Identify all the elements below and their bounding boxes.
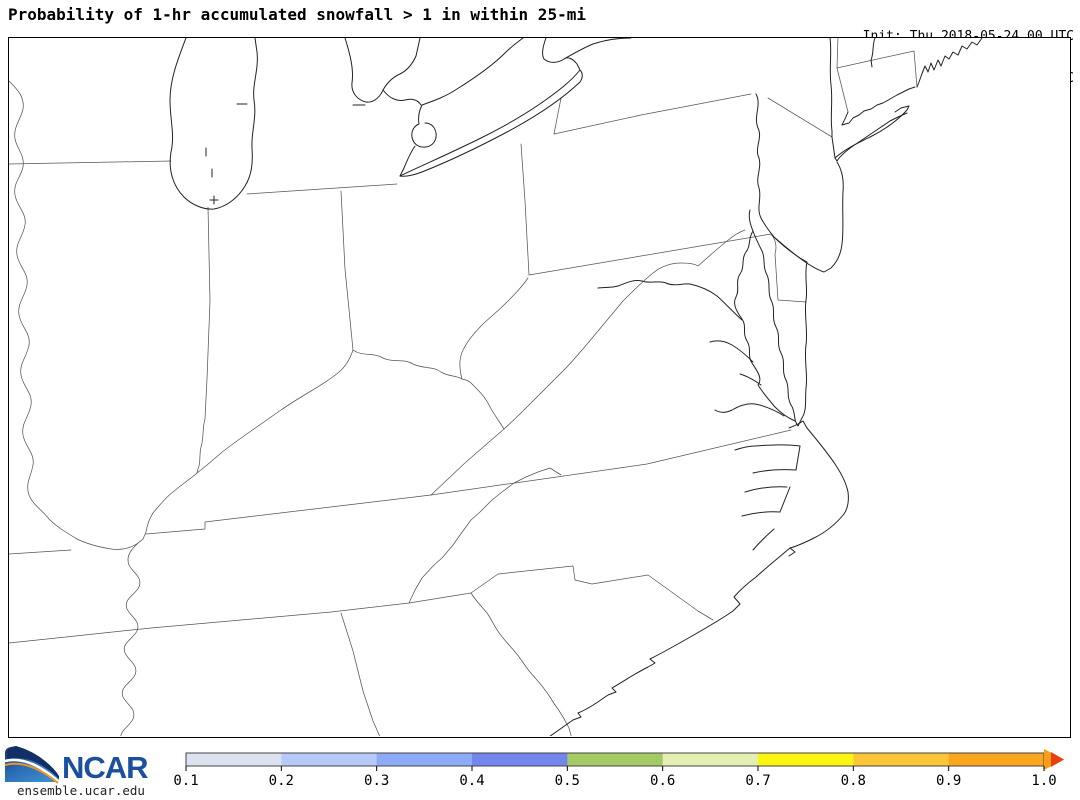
colorbar-segment [662, 753, 759, 766]
colorbar-segment [758, 753, 854, 766]
ncar-logo-text: NCAR [62, 750, 149, 785]
logo-navy-band [7, 746, 59, 779]
logo-white-arc [4, 758, 60, 783]
colorbar-tick-label: 0.4 [459, 773, 484, 789]
site-url-label: ensemble.ucar.edu [17, 783, 145, 798]
colorbar-segment [186, 753, 282, 766]
colorbar-tick-label: 0.1 [173, 773, 198, 789]
map-frame [8, 37, 1071, 738]
colorbar-tick-label: 0.9 [936, 773, 961, 789]
colorbar-arrow-tip [1051, 752, 1064, 767]
colorbar-tick-label: 0.8 [841, 773, 866, 789]
state-borders [9, 38, 918, 736]
colorbar-tick-label: 0.7 [745, 773, 770, 789]
colorbar-tick-label: 0.6 [650, 773, 675, 789]
colorbar-tick-label: 0.3 [364, 773, 389, 789]
ncar-logo [4, 746, 60, 784]
logo-orange-arc [4, 762, 59, 784]
colorbar-segment [948, 753, 1045, 766]
colorbar-tick-label: 0.5 [555, 773, 580, 789]
colorbar-segment [853, 753, 950, 766]
probability-colorbar: 0.1 0.2 0.3 0.4 0.5 0.6 0.7 0.8 0.9 1.0 [173, 749, 1064, 789]
colorbar-tick-label: 1.0 [1031, 773, 1056, 789]
page-title: Probability of 1-hr accumulated snowfall… [8, 5, 586, 24]
colorbar-segment [472, 753, 568, 766]
colorbar-segment [376, 753, 473, 766]
colorbar-segment [281, 753, 378, 766]
us-states-map [9, 38, 983, 736]
coastlines-lakes-rivers [169, 38, 983, 736]
colorbar-tick-label: 0.2 [269, 773, 294, 789]
colorbar-segment [567, 753, 664, 766]
